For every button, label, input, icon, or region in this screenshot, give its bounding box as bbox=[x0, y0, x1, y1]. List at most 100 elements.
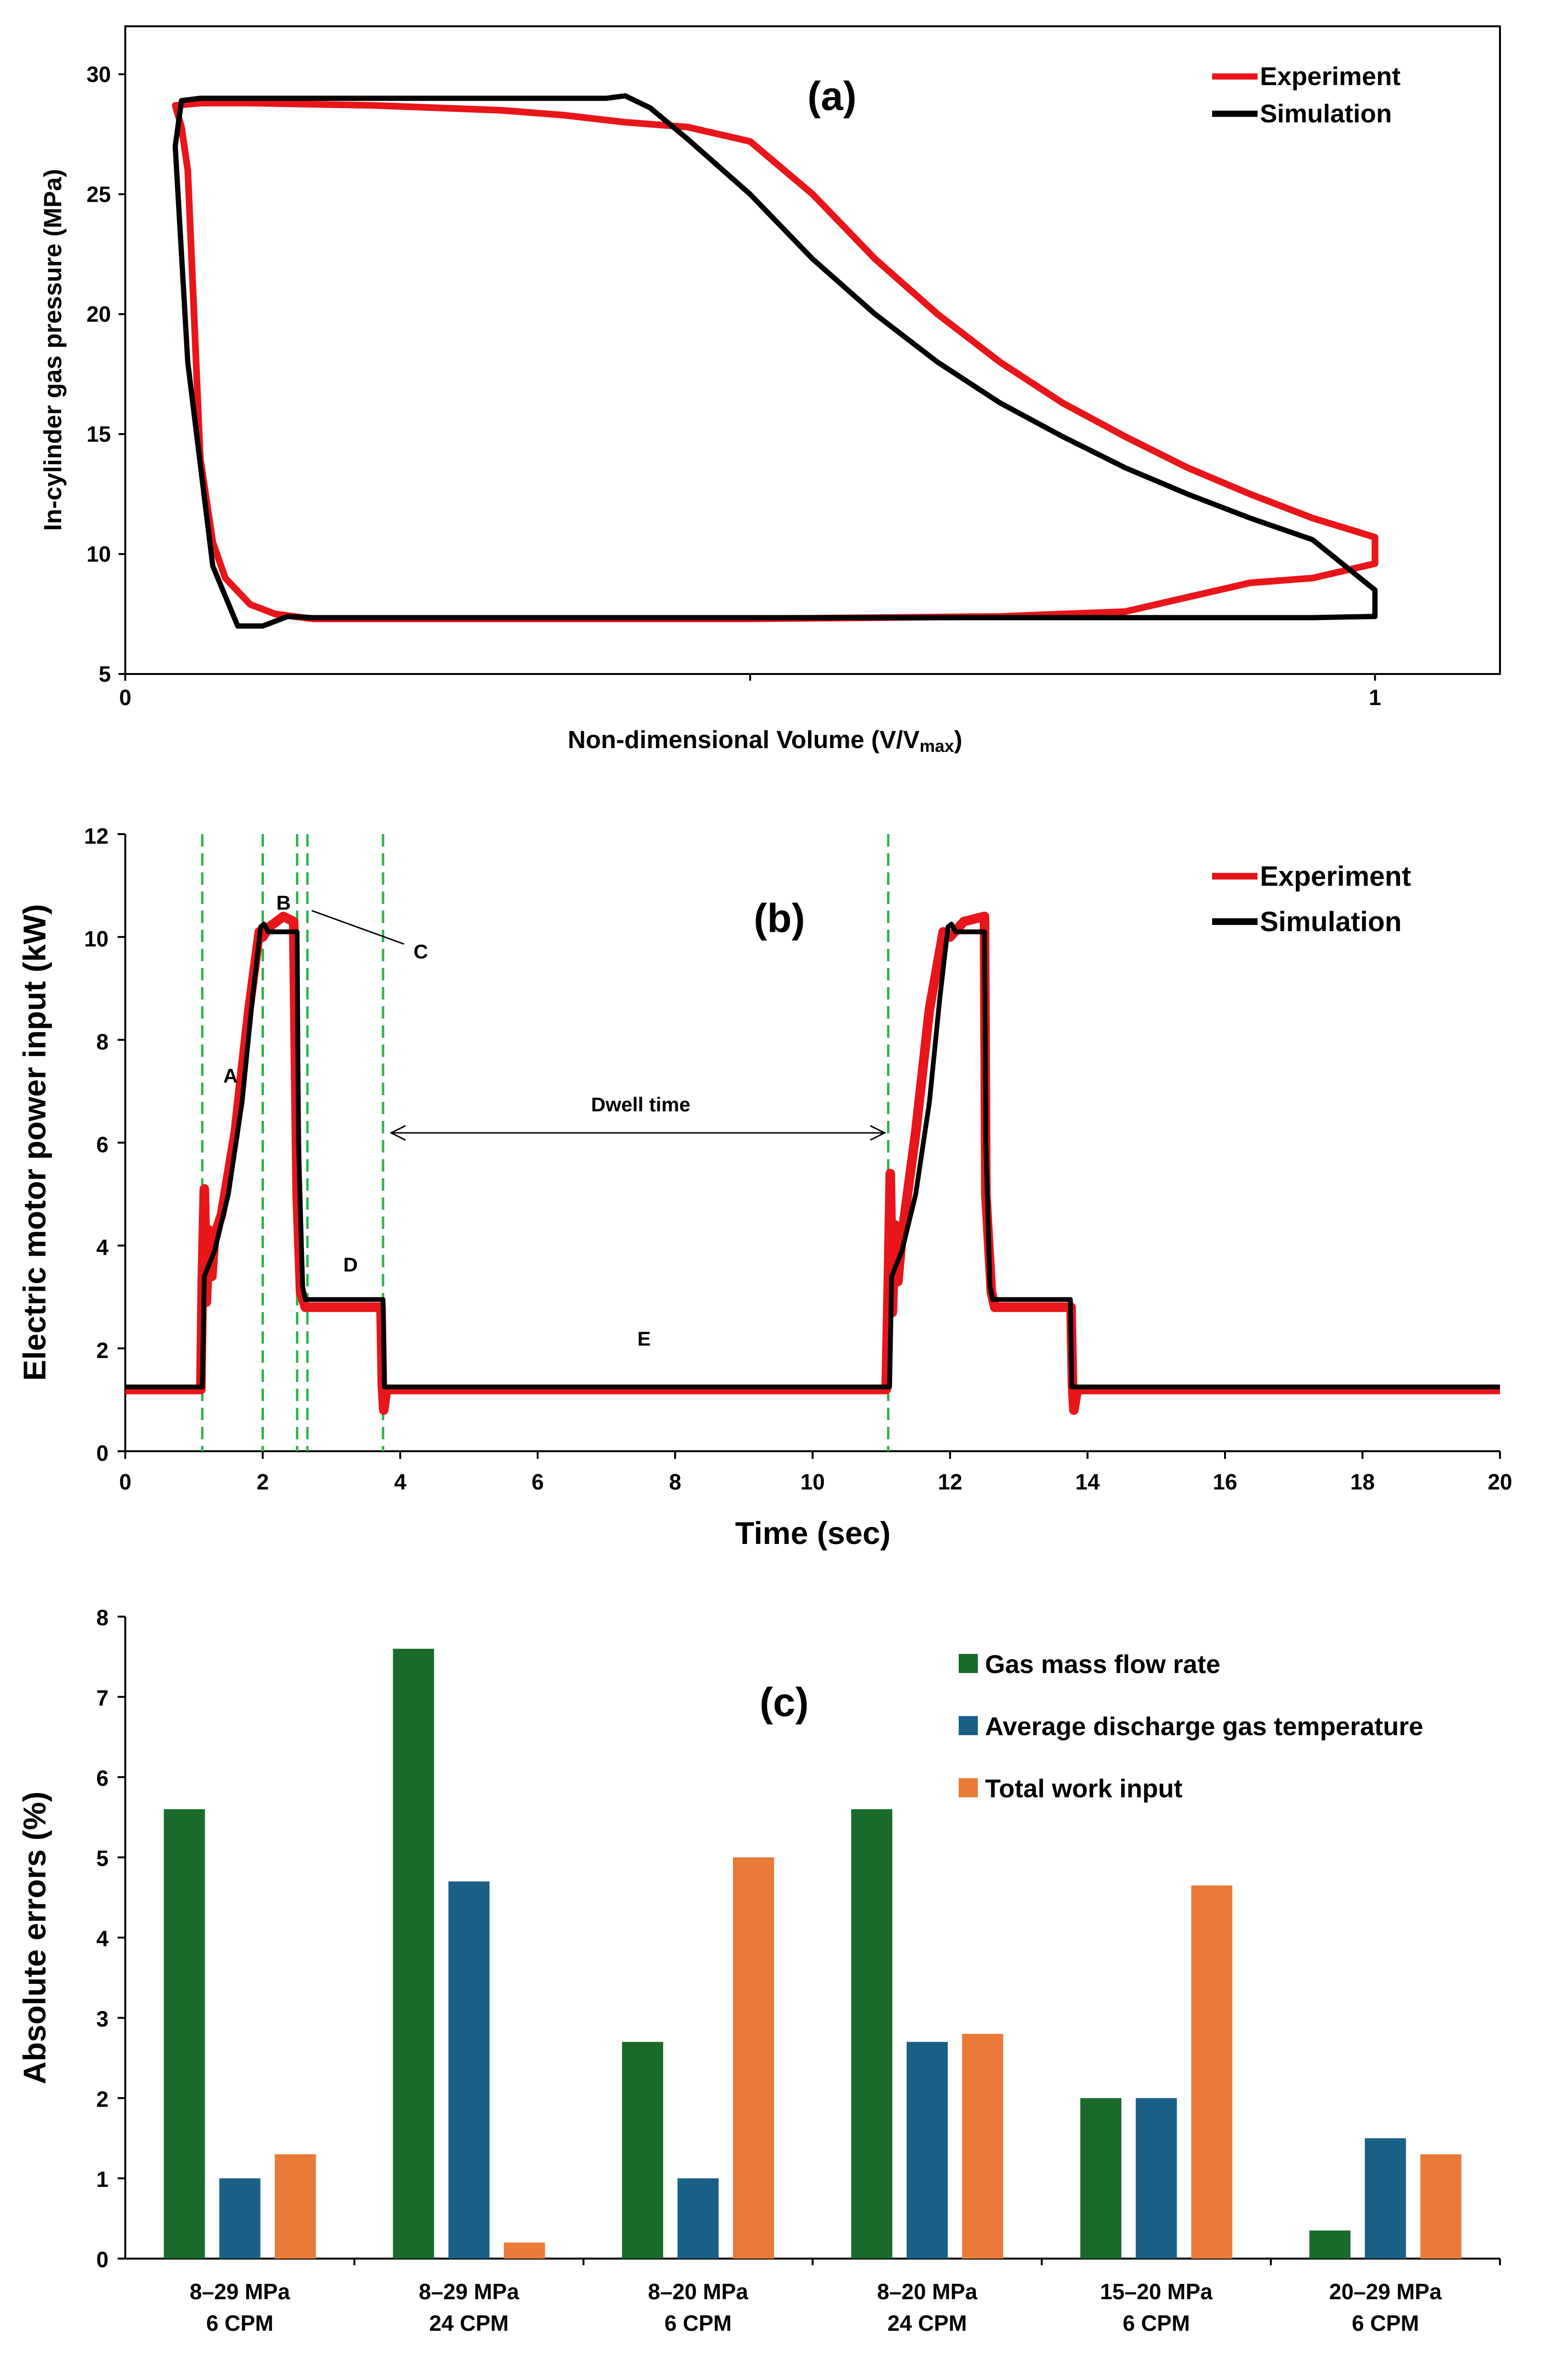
legend-experiment-label: Experiment bbox=[1260, 62, 1401, 91]
panel-b-ylabel: Electric motor power input (kW) bbox=[17, 904, 52, 1380]
annotation-dwell-time: Dwell time bbox=[591, 1093, 690, 1116]
panel-c-ytick-label: 0 bbox=[96, 2247, 109, 2272]
panel-c-ytick-label: 6 bbox=[96, 1766, 109, 1791]
panel-c-bar-mass-flow bbox=[622, 2042, 663, 2259]
panel-c-category-label: 8–20 MPa bbox=[877, 2279, 977, 2304]
panel-c-ylabel: Absolute errors (%) bbox=[17, 1792, 52, 2084]
panel-a-plot-frame bbox=[124, 25, 1501, 675]
panel-b-ytick-label: 2 bbox=[96, 1338, 109, 1363]
panel-a-series-experiment-line bbox=[172, 99, 1379, 622]
panel-c-category-label: 20–29 MPa bbox=[1329, 2279, 1442, 2304]
panel-b-series bbox=[125, 912, 1500, 1415]
panel-a-ytick-label: 15 bbox=[87, 422, 111, 446]
panel-a-ytick-label: 20 bbox=[87, 302, 111, 326]
panel-c-bar-work bbox=[733, 1857, 774, 2259]
panel-c-bar-work bbox=[503, 2242, 545, 2259]
panel-c-label: (c) bbox=[760, 1680, 809, 1725]
panel-c-bars bbox=[164, 1649, 1462, 2259]
panel-b-xtick-label: 4 bbox=[394, 1469, 406, 1494]
panel-c-category-label: 24 CPM bbox=[887, 2311, 967, 2336]
panel-b-ytick-label: 6 bbox=[96, 1132, 109, 1157]
panel-a-xtick-label: 1 bbox=[1369, 685, 1381, 710]
panel-b-xtick-label: 18 bbox=[1350, 1469, 1375, 1494]
panel-c-ytick-label: 3 bbox=[96, 2006, 109, 2031]
panel-b-series-simulation-line bbox=[125, 922, 1500, 1390]
panel-a-ticks: 5 10 15 20 25 30 0 1 bbox=[87, 62, 1381, 710]
panel-b-label: (b) bbox=[754, 896, 805, 941]
panel-a-ytick-label: 25 bbox=[87, 182, 111, 206]
panel-c-bar-mass-flow bbox=[1080, 2098, 1122, 2259]
panel-b-ytick-label: 12 bbox=[84, 824, 109, 848]
panel-c-bar-temperature bbox=[448, 1881, 490, 2259]
legend-c-temperature-label: Average discharge gas temperature bbox=[985, 1712, 1423, 1741]
panel-b-xtick-label: 14 bbox=[1075, 1469, 1100, 1494]
panel-c-category-labels: 8–29 MPa 6 CPM 8–29 MPa 24 CPM 8–20 MPa 6 CPM… bbox=[190, 2259, 1501, 2336]
panel-a: 5 10 15 20 25 30 0 1 (a) In-cylinder gas pressu… bbox=[39, 25, 1501, 756]
panel-c-ytick-label: 2 bbox=[96, 2087, 109, 2111]
annotation-phase-e: E bbox=[637, 1327, 651, 1350]
annotation-phase-c: C bbox=[414, 940, 428, 963]
panel-a-xlabel-sub: max bbox=[919, 736, 954, 756]
panel-b-ticks: 0 2 4 6 8 10 12 0 2 4 6 8 10 12 14 16 18 20 bbox=[84, 824, 1512, 1494]
panel-b-ytick-label: 10 bbox=[84, 926, 109, 951]
annotation-phase-b: B bbox=[276, 891, 291, 914]
panel-b-xtick-label: 10 bbox=[800, 1469, 825, 1494]
annotation-phase-d: D bbox=[343, 1253, 358, 1276]
panel-a-xtick-label: 0 bbox=[119, 685, 131, 710]
panel-c-bar-mass-flow bbox=[1309, 2230, 1351, 2259]
panel-c-bar-temperature bbox=[907, 2042, 948, 2259]
panel-c-category-label: 8–29 MPa bbox=[190, 2279, 290, 2304]
panel-c-ytick-label: 7 bbox=[96, 1685, 109, 1710]
legend-c-temperature-swatch bbox=[959, 1716, 978, 1735]
panel-a-label: (a) bbox=[808, 74, 857, 119]
panel-a-xlabel: Non-dimensional Volume (V/Vmax) bbox=[568, 726, 962, 756]
panel-c-category-label: 6 CPM bbox=[665, 2311, 732, 2336]
panel-b-xtick-label: 2 bbox=[257, 1469, 269, 1494]
panel-c-bar-temperature bbox=[677, 2178, 719, 2259]
panel-a-ytick-label: 30 bbox=[87, 62, 111, 87]
panel-b-ytick-label: 4 bbox=[96, 1235, 109, 1260]
panel-c-legend: Gas mass flow rate Average discharge gas… bbox=[959, 1650, 1423, 1803]
legend-c-mass-flow-swatch bbox=[959, 1654, 978, 1673]
legend-c-mass-flow-label: Gas mass flow rate bbox=[985, 1650, 1220, 1679]
legend-b-simulation-label: Simulation bbox=[1260, 906, 1401, 937]
panel-c-bar-work bbox=[962, 2033, 1004, 2259]
legend-b-experiment-label: Experiment bbox=[1260, 861, 1411, 892]
panel-b-annotations: A B C D E Dwell time bbox=[223, 891, 886, 1350]
panel-b-ytick-label: 0 bbox=[96, 1441, 109, 1466]
panel-a-xlabel-main: Non-dimensional Volume (V/V bbox=[568, 726, 919, 754]
panel-b-xtick-label: 8 bbox=[669, 1469, 681, 1494]
panel-c-ticks: 0 1 2 3 4 5 6 7 8 bbox=[96, 1605, 125, 2272]
panel-c-bar-mass-flow bbox=[164, 1809, 205, 2259]
panel-b-xtick-label: 6 bbox=[532, 1469, 544, 1494]
panel-c-category-label: 8–20 MPa bbox=[648, 2279, 748, 2304]
legend-simulation-label: Simulation bbox=[1260, 99, 1392, 128]
legend-c-work-swatch bbox=[959, 1778, 978, 1797]
annotation-phase-a: A bbox=[223, 1065, 238, 1087]
panel-c-bar-temperature bbox=[1365, 2138, 1406, 2259]
panel-a-series-simulation-line bbox=[173, 93, 1378, 629]
panel-a-ytick-label: 10 bbox=[87, 542, 111, 566]
panel-a-legend: Experiment Simulation bbox=[1212, 62, 1401, 128]
panel-c-ytick-label: 5 bbox=[96, 1846, 109, 1871]
dwell-time-arrowhead-right bbox=[870, 1125, 886, 1141]
panel-c-bar-temperature bbox=[219, 2178, 261, 2259]
dwell-time-arrowhead-left bbox=[389, 1125, 406, 1141]
panel-a-ylabel: In-cylinder gas pressure (MPa) bbox=[39, 169, 67, 531]
legend-c-work-label: Total work input bbox=[985, 1774, 1182, 1803]
panel-c-ytick-label: 8 bbox=[96, 1605, 109, 1630]
panel-c-bar-work bbox=[274, 2154, 316, 2259]
panel-c-ytick-label: 1 bbox=[96, 2167, 109, 2192]
panel-c-category-label: 6 CPM bbox=[1352, 2311, 1419, 2336]
panel-c-category-label: 8–29 MPa bbox=[419, 2279, 519, 2304]
panel-b-xlabel: Time (sec) bbox=[735, 1515, 890, 1551]
panel-b-xtick-label: 20 bbox=[1488, 1469, 1512, 1494]
panel-a-series bbox=[172, 93, 1379, 629]
panel-c-category-label: 6 CPM bbox=[206, 2311, 274, 2336]
panel-b-xtick-label: 12 bbox=[938, 1469, 962, 1494]
panel-c-category-label: 6 CPM bbox=[1123, 2311, 1190, 2336]
panel-c-bar-work bbox=[1420, 2154, 1462, 2259]
